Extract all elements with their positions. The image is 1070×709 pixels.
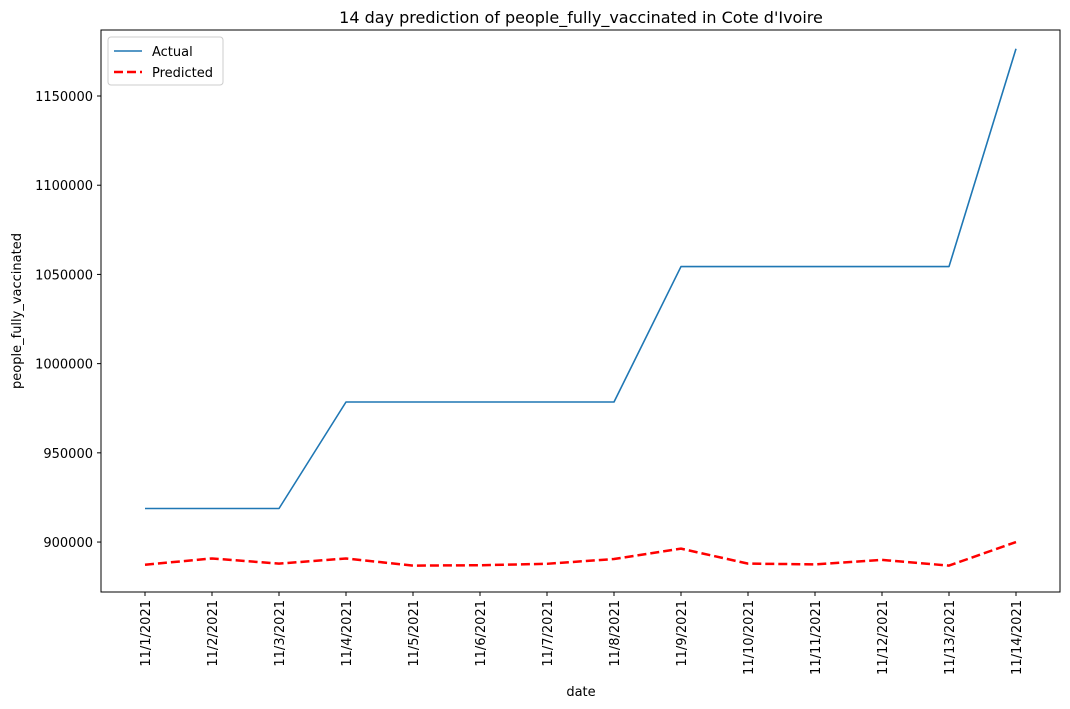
x-tick-label: 11/4/2021	[340, 600, 355, 667]
x-tick-label: 11/12/2021	[876, 600, 891, 675]
legend: Actual Predicted	[107, 36, 224, 86]
legend-label-actual: Actual	[152, 45, 193, 60]
legend-label-predicted: Predicted	[152, 66, 213, 81]
x-tick-label: 11/2/2021	[206, 600, 221, 667]
x-tick-label: 11/9/2021	[675, 600, 690, 667]
series-line-actual	[145, 48, 1017, 510]
chart-title: 14 day prediction of people_fully_vaccin…	[339, 8, 823, 28]
y-axis: 900000 950000 1000000 1050000 1100000 1150000	[35, 90, 101, 551]
x-tick-label: 11/10/2021	[742, 600, 757, 675]
x-tick-label: 11/7/2021	[541, 600, 556, 667]
x-tick-label: 11/6/2021	[474, 600, 489, 667]
x-tick-label: 11/14/2021	[1010, 600, 1025, 675]
x-tick-label: 11/5/2021	[407, 600, 422, 667]
y-tick-label: 950000	[43, 447, 93, 462]
legend-box	[107, 36, 224, 86]
x-tick-label: 11/13/2021	[943, 600, 958, 675]
x-tick-label: 11/3/2021	[273, 600, 288, 667]
y-tick-label: 900000	[43, 536, 93, 551]
series-line-predicted	[144, 540, 1017, 567]
series-layer	[144, 48, 1017, 567]
x-tick-label: 11/8/2021	[608, 600, 623, 667]
x-tick-label: 11/1/2021	[139, 600, 154, 667]
y-axis-label: people_fully_vaccinated	[10, 233, 25, 389]
y-tick-label: 1100000	[35, 179, 93, 194]
x-tick-label: 11/11/2021	[809, 600, 824, 675]
x-axis-label: date	[566, 685, 595, 700]
plot-area	[100, 29, 1061, 593]
y-tick-label: 1050000	[35, 268, 93, 283]
x-axis: 11/1/2021 11/2/2021 11/3/2021 11/4/2021 11/5…	[139, 592, 1025, 675]
y-tick-label: 1000000	[35, 358, 93, 373]
y-tick-label: 1150000	[35, 90, 93, 105]
